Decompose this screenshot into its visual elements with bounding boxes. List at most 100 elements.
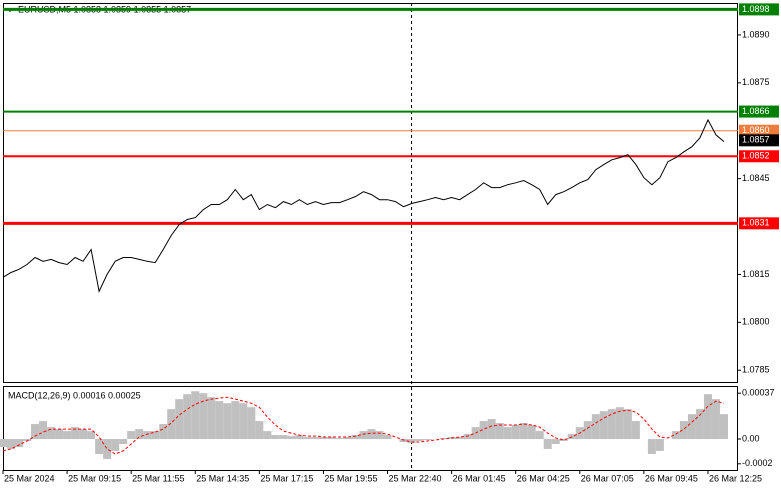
x-tick-label: 26 Mar 07:05 (581, 473, 634, 483)
x-tick-label: 25 Mar 19:55 (324, 473, 377, 483)
macd-bar (215, 401, 224, 440)
macd-bar (175, 399, 184, 440)
macd-bar (207, 397, 216, 440)
macd-bar (31, 424, 40, 440)
macd-bar (135, 429, 144, 440)
level-label-bg (739, 217, 779, 230)
macd-bar (71, 427, 80, 440)
macd-bar (183, 394, 192, 440)
macd-bar (455, 437, 464, 440)
macd-bar (695, 409, 704, 440)
macd-bar (647, 439, 656, 455)
macd-bar (511, 425, 520, 440)
macd-bar (87, 431, 96, 440)
macd-bar (503, 427, 512, 440)
macd-bar (159, 424, 168, 440)
macd-bar (519, 423, 528, 440)
macd-bar (631, 421, 640, 440)
macd-bar (311, 437, 320, 440)
macd-bar (319, 437, 328, 440)
macd-bar (111, 439, 120, 451)
x-tick-label: 25 Mar 2024 (4, 473, 55, 483)
macd-bar (119, 439, 128, 444)
level-label: 1.0831 (742, 218, 770, 228)
macd-bar (415, 439, 424, 442)
macd-bar (199, 393, 208, 440)
x-tick-label: 26 Mar 09:45 (645, 473, 698, 483)
macd-bar (599, 411, 608, 440)
macd-bar (703, 394, 712, 440)
y-tick-label: 1.0815 (742, 269, 770, 279)
macd-bar (495, 423, 504, 440)
macd-bar (711, 399, 720, 440)
level-label: 1.0852 (742, 151, 770, 161)
x-tick-label: 26 Mar 04:25 (517, 473, 570, 483)
macd-bar (607, 409, 616, 440)
macd-bar (23, 439, 32, 442)
macd-bar (39, 421, 48, 440)
macd-bar (191, 391, 200, 440)
macd-bar (95, 439, 104, 455)
macd-bar (583, 421, 592, 440)
macd-bar (263, 431, 272, 440)
y-tick-label: 1.0785 (742, 365, 770, 375)
macd-bar (407, 439, 416, 443)
macd-bar (487, 419, 496, 440)
y-tick-label: 1.0890 (742, 29, 770, 39)
macd-bar (687, 414, 696, 440)
x-tick-label: 25 Mar 11:55 (132, 473, 184, 483)
signal-line (2, 396, 725, 455)
level-label-bg (739, 105, 779, 118)
macd-bar (327, 437, 336, 440)
macd-bar (0, 439, 8, 447)
macd-bar (351, 435, 360, 440)
macd-bar (623, 409, 632, 440)
macd-bar (55, 429, 64, 440)
price-panel (3, 3, 738, 383)
macd-bar (551, 439, 560, 444)
macd-bar (239, 403, 248, 440)
macd-bar (223, 403, 232, 440)
y-tick-label: 0.00 (742, 433, 760, 443)
macd-bar (615, 407, 624, 440)
macd-bar (15, 439, 24, 447)
macd-bar (479, 421, 488, 440)
macd-bar (335, 438, 344, 440)
macd-bar (255, 421, 264, 440)
x-tick-label: 25 Mar 22:40 (389, 473, 442, 483)
x-tick-label: 25 Mar 17:15 (260, 473, 313, 483)
macd-bar (535, 431, 544, 440)
macd-bar (167, 409, 176, 440)
macd-bar (127, 431, 136, 440)
macd-bar (287, 436, 296, 440)
macd-bar (143, 431, 152, 440)
y-tick-label: 1.0875 (742, 77, 770, 87)
level-label: 1.0857 (742, 135, 770, 145)
macd-bar (63, 431, 72, 440)
macd-bar (295, 435, 304, 440)
macd-panel (3, 386, 738, 471)
level-label-bg (739, 3, 779, 16)
level-label-bg (739, 150, 779, 163)
macd-bar (279, 435, 288, 440)
macd-bar (7, 439, 16, 449)
macd-bar (103, 439, 112, 459)
level-label: 1.0860 (742, 125, 770, 135)
macd-bar (591, 414, 600, 440)
level-label-bg (739, 124, 779, 137)
x-tick-label: 25 Mar 14:35 (196, 473, 249, 483)
macd-title: MACD(12,26,9) 0.00016 0.00025 (8, 390, 141, 400)
x-tick-label: 26 Mar 01:45 (453, 473, 506, 483)
y-tick-label: -0.0002 (742, 458, 773, 468)
macd-bar (671, 431, 680, 440)
macd-bar (151, 431, 160, 440)
macd-bar (543, 439, 552, 449)
macd-bar (303, 437, 312, 440)
macd-bar (559, 439, 568, 442)
macd-bar (343, 437, 352, 440)
macd-bar (79, 429, 88, 440)
price-line (2, 118, 725, 294)
